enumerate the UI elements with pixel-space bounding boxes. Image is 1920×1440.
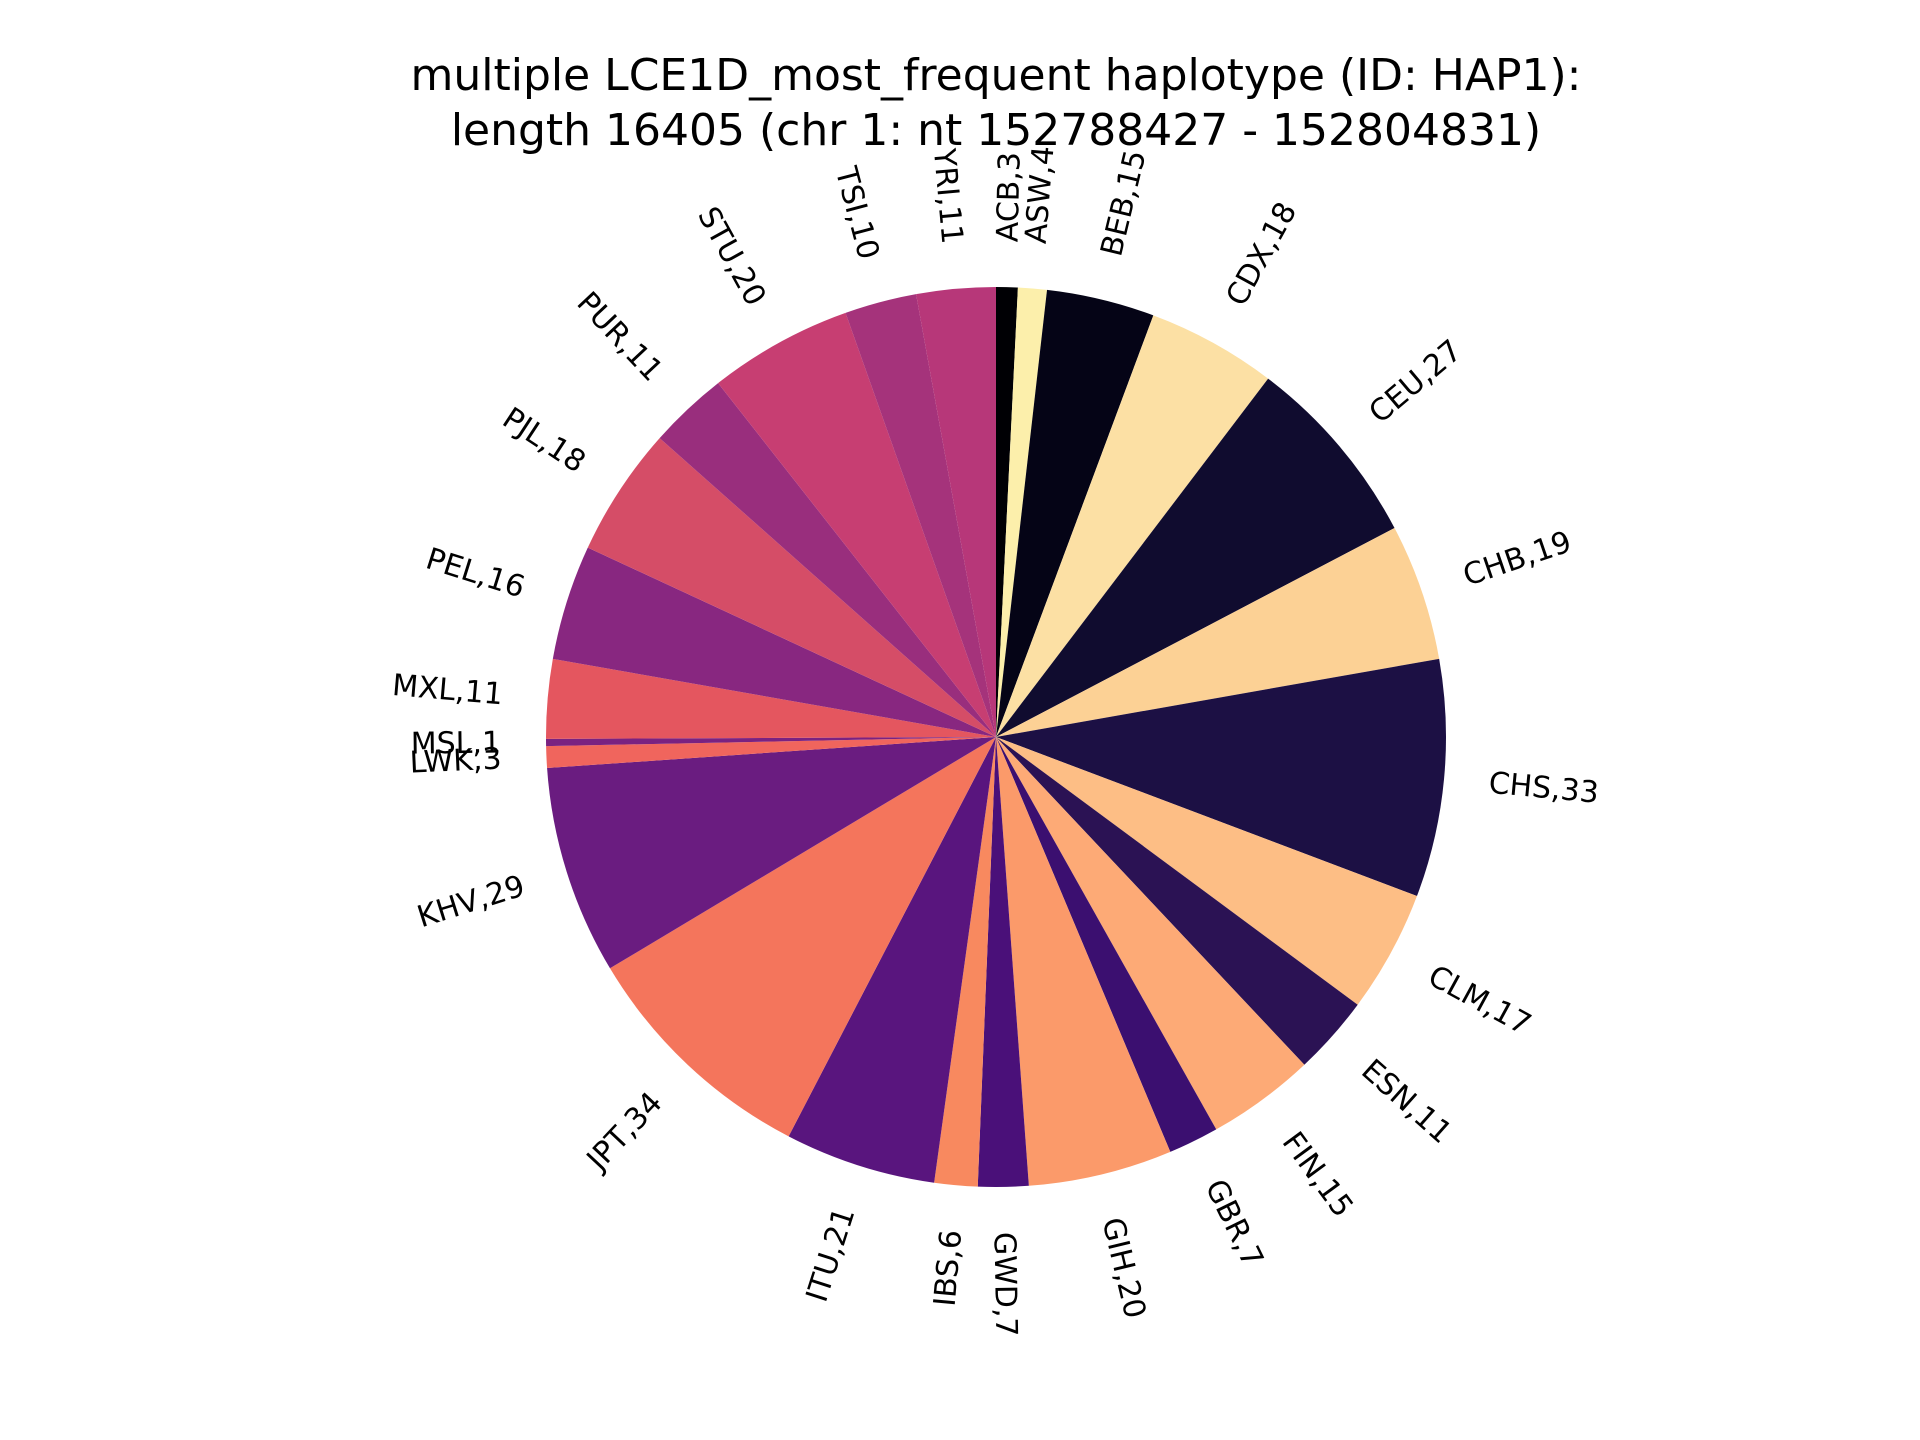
pie-slice-fin: [996, 737, 1305, 1130]
slice-label-chb: CHB,19: [1459, 525, 1576, 594]
pie-slice-mxl: [545, 658, 996, 739]
pie-slice-pel: [552, 547, 996, 737]
slice-label-jpt: JPT,34: [579, 1086, 670, 1179]
pie-slices: [545, 287, 1446, 1188]
pie-slice-cdx: [996, 315, 1269, 737]
slice-label-chs: CHS,33: [1487, 766, 1600, 811]
chart-subtitle: length 16405 (chr 1: nt 152788427 - 1528…: [451, 105, 1541, 156]
pie-slice-pur: [659, 383, 996, 737]
slice-label-msl: MSL,1: [411, 726, 502, 762]
slice-label-lwk: LWK,3: [409, 742, 502, 781]
pie-slice-chb: [996, 528, 1440, 737]
pie-slice-stu: [718, 312, 996, 737]
pie-slice-beb: [996, 289, 1154, 737]
slice-label-yri: YRI,11: [926, 146, 969, 245]
pie-slice-yri: [916, 287, 996, 737]
slice-label-asw: ASW,4: [1019, 145, 1062, 245]
pie-slice-gih: [996, 737, 1171, 1186]
pie-slice-chs: [996, 658, 1446, 897]
slice-label-gih: GIH,20: [1094, 1214, 1152, 1322]
pie-slice-jpt: [609, 737, 996, 1137]
slice-label-fin: FIN,15: [1275, 1126, 1360, 1224]
slice-label-ibs: IBS,6: [928, 1228, 970, 1307]
slice-label-pur: PUR,11: [570, 285, 670, 388]
pie-slice-acb: [996, 287, 1018, 737]
pie-slice-tsi: [845, 294, 996, 737]
pie-slice-msl: [546, 737, 996, 747]
pie-slice-lwk: [546, 737, 996, 769]
slice-label-stu: STU,20: [690, 201, 772, 312]
pie-slice-gwd: [977, 737, 1029, 1188]
slice-label-beb: BEB,15: [1094, 147, 1153, 260]
slice-label-gwd: GWD,7: [987, 1232, 1024, 1337]
slice-label-tsi: TSI,10: [828, 162, 886, 263]
pie-slice-ibs: [934, 737, 996, 1187]
slice-label-pjl: PJL,18: [496, 401, 592, 480]
pie-slice-gbr: [996, 737, 1217, 1152]
slice-label-mxl: MXL,11: [391, 668, 504, 712]
pie-slice-clm: [996, 737, 1417, 1005]
slice-label-gbr: GBR,7: [1198, 1174, 1270, 1273]
slice-label-esn: ESN,11: [1354, 1053, 1458, 1151]
pie-slice-asw: [996, 287, 1048, 737]
slice-label-pel: PEL,16: [422, 542, 529, 606]
slice-label-clm: CLM,17: [1422, 959, 1536, 1043]
pie-slice-esn: [996, 737, 1358, 1065]
pie-slice-itu: [788, 737, 996, 1183]
slice-label-khv: KHV,29: [413, 869, 529, 935]
pie-slice-pjl: [587, 438, 996, 737]
chart-title: multiple LCE1D_most_frequent haplotype (…: [411, 50, 1582, 101]
slice-label-itu: ITU,21: [800, 1203, 863, 1306]
slice-label-acb: ACB,3: [991, 152, 1028, 243]
slice-label-ceu: CEU,27: [1363, 333, 1469, 430]
pie-slice-ceu: [996, 378, 1395, 737]
slice-label-cdx: CDX,18: [1219, 197, 1304, 312]
pie-slice-khv: [547, 737, 996, 969]
